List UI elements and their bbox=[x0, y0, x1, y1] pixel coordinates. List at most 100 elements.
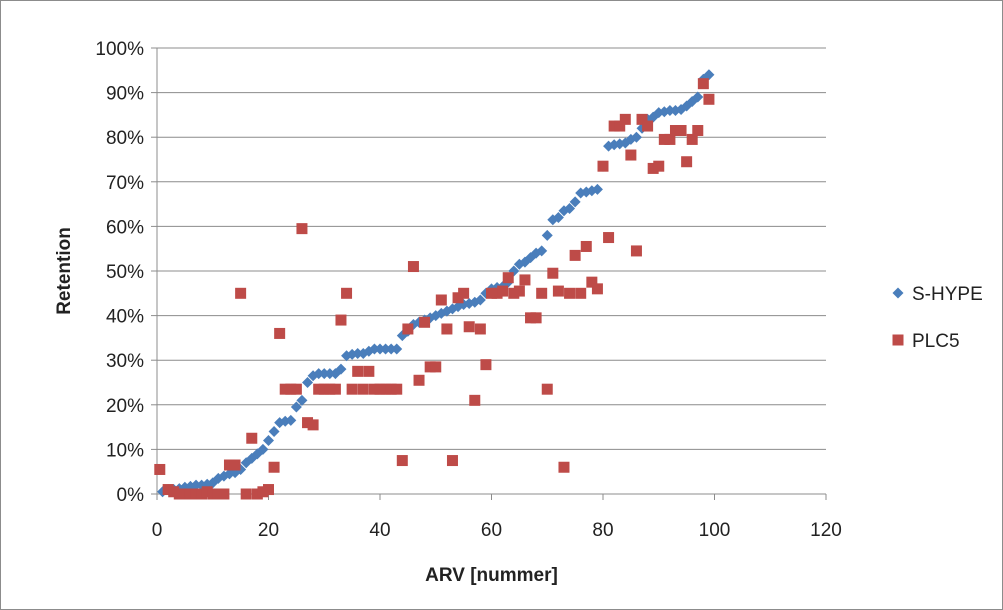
data-point-square bbox=[201, 486, 213, 498]
data-point-diamond bbox=[302, 377, 314, 388]
data-point-square bbox=[352, 365, 364, 377]
data-point-square bbox=[313, 383, 325, 395]
data-point-diamond bbox=[385, 343, 397, 355]
y-tick-label: 0% bbox=[117, 485, 145, 506]
data-point-square bbox=[207, 488, 219, 500]
data-point-square bbox=[235, 287, 247, 299]
data-point-square bbox=[541, 383, 553, 395]
data-point-diamond bbox=[257, 443, 269, 455]
data-point-square bbox=[703, 93, 715, 105]
data-point-square bbox=[480, 359, 492, 371]
data-point-diamond bbox=[552, 211, 564, 223]
data-point-square bbox=[279, 383, 291, 395]
data-point-diamond bbox=[664, 104, 676, 116]
data-series bbox=[154, 69, 715, 500]
data-point-square bbox=[263, 484, 274, 496]
legend-item: S-HYPE bbox=[892, 284, 983, 305]
x-tick-label: 120 bbox=[810, 520, 842, 541]
data-point-diamond bbox=[324, 368, 336, 380]
data-point-diamond bbox=[630, 131, 642, 143]
data-point-diamond bbox=[352, 348, 364, 360]
x-tick-labels: 0 20 40 60 80 100 120 bbox=[152, 520, 842, 541]
data-point-square bbox=[597, 160, 609, 172]
data-point-square bbox=[513, 285, 525, 297]
data-point-square bbox=[669, 125, 681, 137]
data-point-square bbox=[391, 383, 403, 395]
data-point-diamond bbox=[541, 229, 553, 241]
data-point-square bbox=[162, 484, 174, 496]
data-point-square bbox=[525, 312, 537, 324]
data-point-diamond bbox=[296, 394, 308, 406]
data-point-square bbox=[413, 374, 425, 386]
y-tick-label: 60% bbox=[106, 217, 144, 238]
data-point-diamond bbox=[391, 343, 403, 355]
data-point-square bbox=[675, 125, 687, 137]
y-tick-label: 40% bbox=[106, 307, 144, 328]
data-point-square bbox=[636, 113, 648, 125]
y-tick-label: 70% bbox=[106, 173, 144, 194]
data-point-square bbox=[190, 488, 202, 500]
data-point-square bbox=[430, 361, 442, 373]
data-point-diamond bbox=[318, 368, 330, 380]
data-point-square bbox=[452, 292, 464, 304]
data-point-square bbox=[614, 120, 626, 132]
y-tick-label: 20% bbox=[106, 396, 144, 417]
data-point-square bbox=[530, 312, 542, 324]
data-point-square bbox=[251, 488, 263, 500]
data-point-square bbox=[446, 455, 458, 467]
data-point-square bbox=[586, 276, 598, 288]
x-tick-label: 20 bbox=[258, 520, 279, 541]
data-point-square bbox=[642, 120, 654, 132]
data-point-square bbox=[591, 283, 603, 295]
data-point-square bbox=[274, 327, 286, 339]
data-point-square bbox=[374, 383, 386, 395]
data-point-diamond bbox=[380, 343, 392, 355]
data-point-square bbox=[168, 486, 180, 498]
data-point-square bbox=[335, 314, 347, 326]
data-point-square bbox=[502, 272, 514, 284]
x-tick-label: 40 bbox=[369, 520, 390, 541]
data-point-square bbox=[469, 394, 481, 406]
data-point-square bbox=[285, 383, 297, 395]
data-point-square bbox=[257, 486, 269, 498]
data-point-square bbox=[363, 365, 375, 377]
data-point-diamond bbox=[536, 245, 548, 257]
data-point-square bbox=[223, 459, 235, 471]
data-point-square bbox=[229, 459, 241, 471]
x-tick-label: 80 bbox=[592, 520, 613, 541]
series-plc5 bbox=[154, 78, 715, 500]
data-point-square bbox=[318, 383, 330, 395]
data-point-diamond bbox=[692, 91, 704, 103]
data-point-square bbox=[307, 419, 319, 431]
legend-label: PLC5 bbox=[912, 331, 960, 352]
data-point-square bbox=[407, 261, 419, 273]
data-point-square bbox=[302, 417, 314, 429]
y-tick-label: 100% bbox=[95, 39, 144, 60]
data-point-square bbox=[474, 323, 486, 335]
data-point-square bbox=[184, 488, 196, 500]
data-point-square bbox=[497, 285, 509, 297]
data-point-square bbox=[329, 383, 341, 395]
data-point-square bbox=[246, 432, 258, 444]
y-tick-label: 30% bbox=[106, 351, 144, 372]
data-point-square bbox=[385, 383, 397, 395]
data-point-square bbox=[346, 383, 358, 395]
data-point-square bbox=[681, 156, 693, 168]
data-point-square bbox=[290, 383, 302, 395]
data-point-square bbox=[341, 287, 353, 299]
data-point-square bbox=[402, 323, 414, 335]
legend-diamond-marker bbox=[892, 287, 904, 299]
data-point-square bbox=[179, 488, 191, 500]
data-point-square bbox=[441, 323, 453, 335]
data-point-square bbox=[619, 113, 631, 125]
data-point-square bbox=[424, 361, 436, 373]
series-s-hype bbox=[157, 69, 715, 498]
data-point-square bbox=[536, 287, 548, 299]
data-point-square bbox=[569, 249, 581, 261]
data-point-square bbox=[196, 488, 208, 500]
data-point-square bbox=[154, 463, 166, 475]
data-point-square bbox=[575, 287, 587, 299]
data-point-square bbox=[357, 383, 369, 395]
data-point-square bbox=[697, 78, 709, 90]
